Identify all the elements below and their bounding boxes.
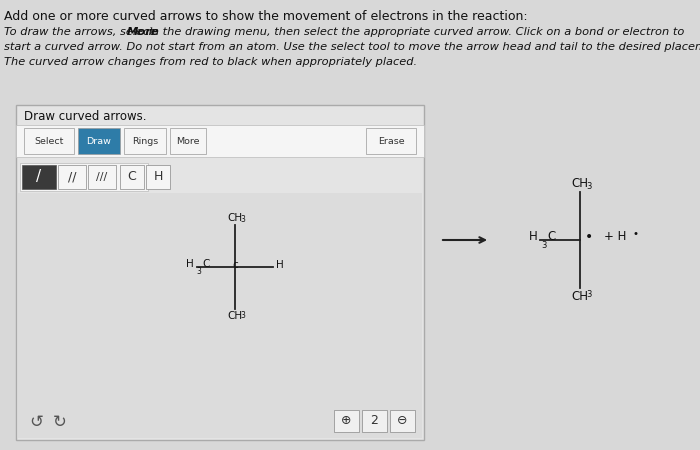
Text: 3: 3 — [240, 311, 245, 320]
Bar — [124, 128, 166, 154]
Bar — [22, 165, 56, 189]
Text: The curved arrow changes from red to black when appropriately placed.: The curved arrow changes from red to bla… — [4, 57, 417, 67]
Bar — [146, 165, 170, 189]
Bar — [20, 163, 148, 191]
Text: •: • — [585, 230, 594, 244]
Text: CH: CH — [571, 177, 588, 190]
Bar — [362, 410, 387, 432]
Text: CH: CH — [227, 213, 242, 223]
Text: /: / — [36, 170, 41, 184]
Bar — [16, 125, 424, 157]
Text: ///: /// — [97, 172, 108, 182]
Text: 3: 3 — [586, 290, 592, 299]
Text: H: H — [186, 259, 194, 269]
Text: CH: CH — [571, 290, 588, 303]
Text: start a curved arrow. Do not start from an atom. Use the select tool to move the: start a curved arrow. Do not start from … — [4, 42, 700, 52]
Text: H: H — [276, 260, 284, 270]
Text: ↻: ↻ — [53, 413, 67, 431]
Text: H: H — [153, 171, 162, 184]
Text: c: c — [232, 260, 238, 270]
Text: Draw curved arrows.: Draw curved arrows. — [24, 110, 146, 123]
Bar — [334, 410, 359, 432]
Text: in the drawing menu, then select the appropriate curved arrow. Click on a bond o: in the drawing menu, then select the app… — [145, 27, 685, 37]
Text: Add one or more curved arrows to show the movement of electrons in the reaction:: Add one or more curved arrows to show th… — [4, 10, 528, 23]
Bar — [78, 128, 120, 154]
Text: C: C — [202, 259, 209, 269]
Text: More: More — [176, 136, 200, 145]
Bar — [16, 105, 424, 440]
Text: 3: 3 — [586, 182, 592, 191]
Bar — [88, 165, 116, 189]
Bar — [18, 193, 422, 438]
Text: ⊕: ⊕ — [341, 414, 351, 428]
Text: •: • — [632, 229, 638, 239]
Text: To draw the arrows, select: To draw the arrows, select — [4, 27, 158, 37]
Bar — [58, 165, 86, 189]
Text: More: More — [127, 27, 160, 37]
Bar — [24, 128, 74, 154]
Text: ⊖: ⊖ — [397, 414, 407, 428]
Text: ↺: ↺ — [29, 413, 43, 431]
Text: Erase: Erase — [378, 136, 405, 145]
Text: Select: Select — [34, 136, 64, 145]
Text: 3: 3 — [196, 266, 201, 275]
Text: 2: 2 — [370, 414, 378, 428]
Bar — [390, 410, 415, 432]
Bar — [120, 165, 144, 189]
Text: Rings: Rings — [132, 136, 158, 145]
Text: Draw: Draw — [87, 136, 111, 145]
Text: C: C — [127, 171, 136, 184]
Text: C: C — [547, 230, 555, 243]
Bar — [170, 128, 206, 154]
Text: 3: 3 — [541, 240, 547, 249]
Text: H: H — [529, 230, 538, 243]
Text: CH: CH — [227, 311, 242, 321]
Text: + H: + H — [604, 230, 626, 243]
Bar — [366, 128, 416, 154]
Text: //: // — [68, 171, 76, 184]
Text: 3: 3 — [240, 215, 245, 224]
